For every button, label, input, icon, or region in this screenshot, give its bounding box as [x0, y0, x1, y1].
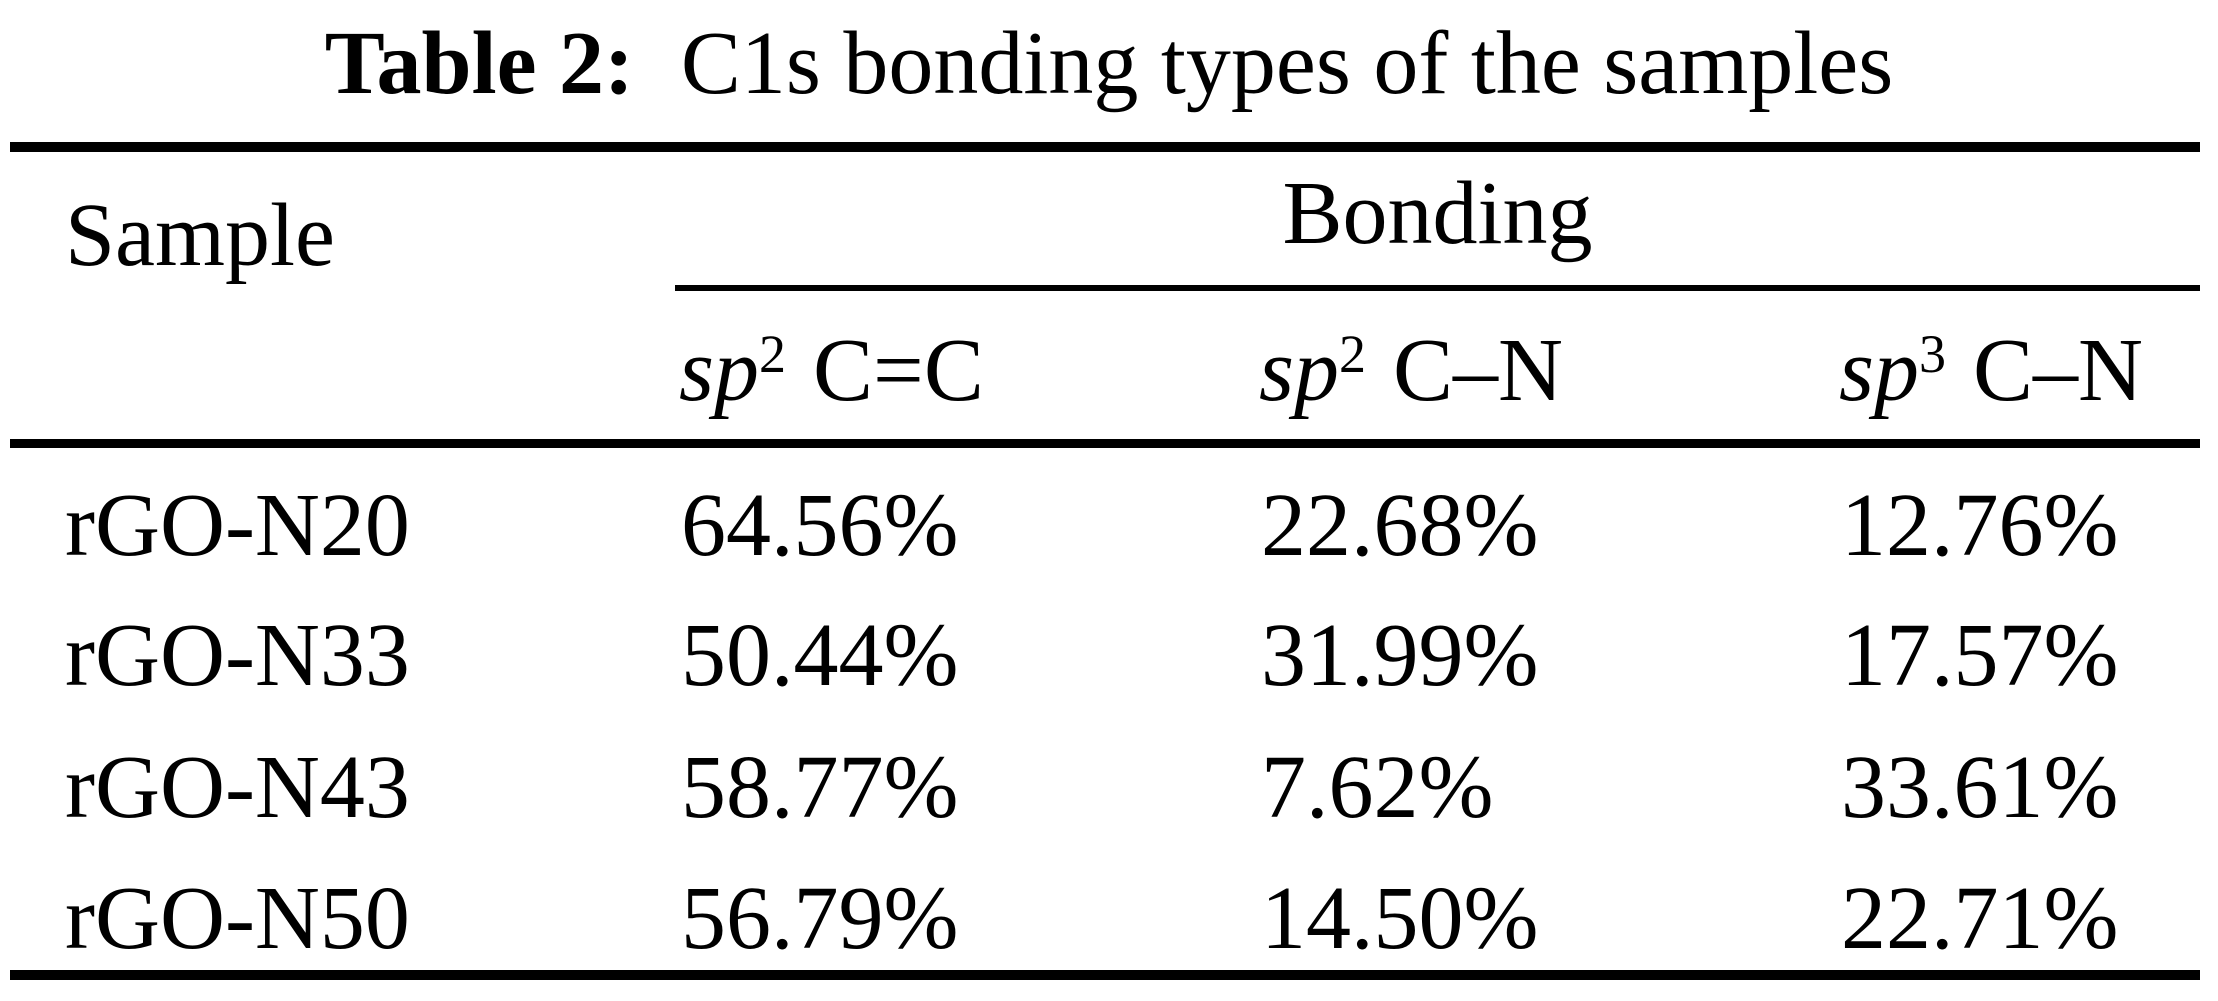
value-sp3-cn: 17.57%	[1841, 606, 2119, 705]
sp3-cn-base: sp	[1839, 321, 1920, 421]
table-header: Sample Bonding sp2 C=C sp2 C–N sp3 C–N	[10, 147, 2201, 448]
sample-name: rGO-N50	[65, 868, 410, 968]
table-caption: Table 2: C1s bonding types of the samples	[0, 0, 2218, 132]
table-caption-title: C1s bonding types of the samples	[680, 14, 1894, 113]
sp3-cn-bond: C–N	[1973, 321, 2144, 421]
column-header-sample: Sample	[10, 147, 675, 448]
sample-name: rGO-N33	[65, 606, 410, 705]
column-header-sp2-cn: sp2 C–N	[1255, 288, 1835, 448]
table-caption-number: Table 2:	[324, 14, 635, 113]
table-row: rGO-N33 50.44% 31.99% 17.57%	[10, 577, 2200, 709]
value-sp2-cn: 22.68%	[1261, 475, 1539, 575]
value-sp2-cc: 50.44%	[681, 606, 959, 705]
sp2-cn-bond: C–N	[1393, 321, 1564, 421]
data-table: Sample Bonding sp2 C=C sp2 C–N sp3 C–N rGO-…	[10, 142, 2201, 980]
sp2-cc-bond: C=C	[813, 321, 984, 421]
sp3-cn-superscript: 3	[1919, 324, 1947, 385]
table-row: rGO-N20 64.56% 22.68% 12.76%	[10, 443, 2200, 577]
sample-name: rGO-N20	[65, 475, 410, 575]
sp2-cn-base: sp	[1259, 321, 1340, 421]
sample-name: rGO-N43	[65, 738, 410, 837]
sp2-cc-base: sp	[679, 321, 760, 421]
table-row: rGO-N50 56.79% 14.50% 22.71%	[10, 841, 2200, 975]
column-group-header-bonding: Bonding	[675, 147, 2201, 291]
value-sp3-cn: 22.71%	[1841, 868, 2119, 968]
value-sp3-cn: 33.61%	[1841, 738, 2119, 837]
table-header-row-sub: sp2 C=C sp2 C–N sp3 C–N	[10, 288, 2201, 448]
sp2-cc-superscript: 2	[759, 324, 787, 385]
table-body: rGO-N20 64.56% 22.68% 12.76% rGO-N33 50.…	[10, 443, 2200, 975]
column-header-sp2-cc: sp2 C=C	[675, 288, 1255, 448]
column-header-sp3-cn: sp3 C–N	[1835, 288, 2201, 448]
value-sp2-cc: 58.77%	[681, 738, 959, 837]
value-sp2-cn: 31.99%	[1261, 606, 1539, 705]
value-sp2-cc: 64.56%	[681, 475, 959, 575]
sp2-cn-superscript: 2	[1339, 324, 1367, 385]
value-sp2-cc: 56.79%	[681, 868, 959, 968]
table-row: rGO-N43 58.77% 7.62% 33.61%	[10, 709, 2200, 841]
value-sp3-cn: 12.76%	[1841, 475, 2119, 575]
value-sp2-cn: 7.62%	[1261, 738, 1494, 837]
table-header-row-top: Sample Bonding	[10, 147, 2201, 448]
value-sp2-cn: 14.50%	[1261, 868, 1539, 968]
